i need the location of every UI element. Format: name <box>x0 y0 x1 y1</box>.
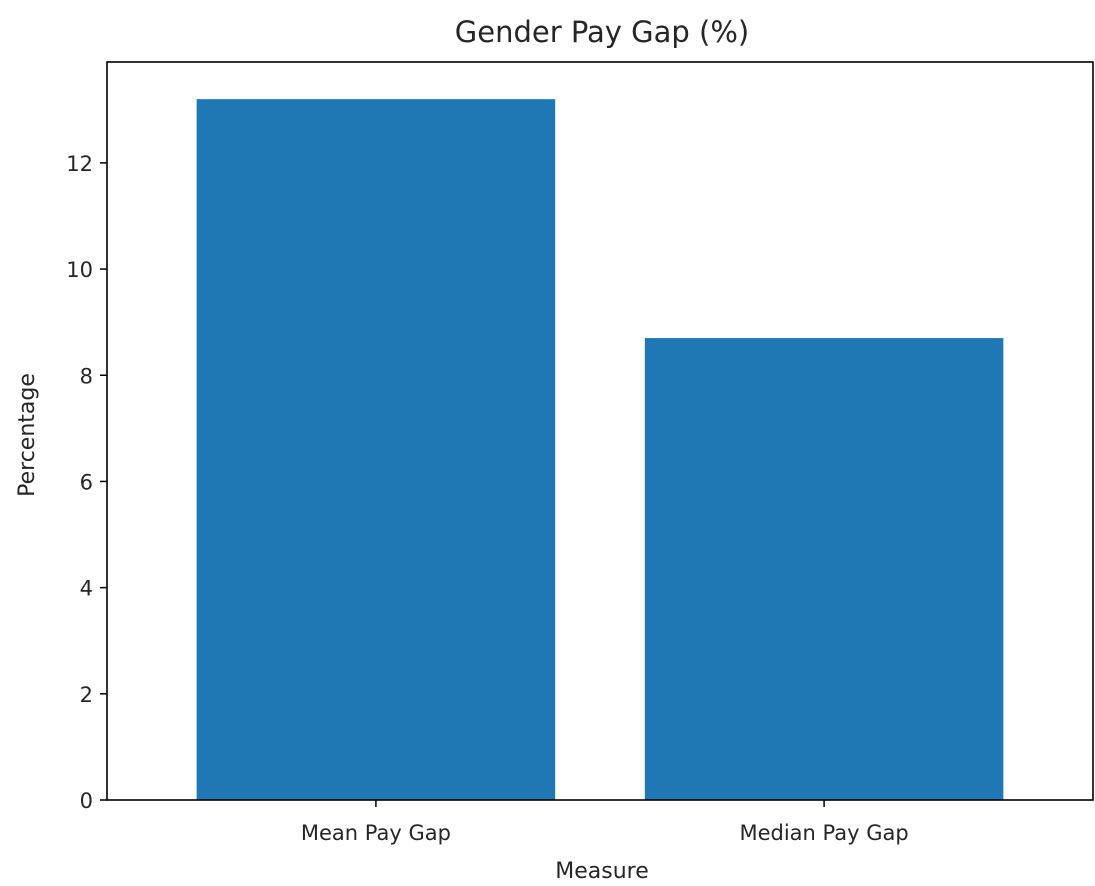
chart-title: Gender Pay Gap (%) <box>455 15 749 49</box>
y-tick-label: 12 <box>66 152 93 176</box>
bars-group <box>196 99 1004 800</box>
y-axis-ticks: 0 2 4 6 8 10 12 <box>66 152 107 813</box>
x-axis-ticks: Mean Pay Gap Median Pay Gap <box>301 800 909 845</box>
y-tick-label: 6 <box>80 470 93 494</box>
y-tick-label: 0 <box>80 789 93 813</box>
x-tick-label: Mean Pay Gap <box>301 821 451 845</box>
y-tick-label: 2 <box>80 683 93 707</box>
y-tick-label: 8 <box>80 364 93 388</box>
y-tick-label: 10 <box>66 258 93 282</box>
plot-area-frame <box>106 61 1094 801</box>
x-tick-label: Median Pay Gap <box>739 821 908 845</box>
x-axis-label: Measure <box>555 859 649 882</box>
y-axis-label: Percentage <box>15 373 40 497</box>
bar-mean-pay-gap <box>196 99 556 800</box>
y-tick-label: 4 <box>80 577 93 601</box>
bar-median-pay-gap <box>644 338 1004 800</box>
